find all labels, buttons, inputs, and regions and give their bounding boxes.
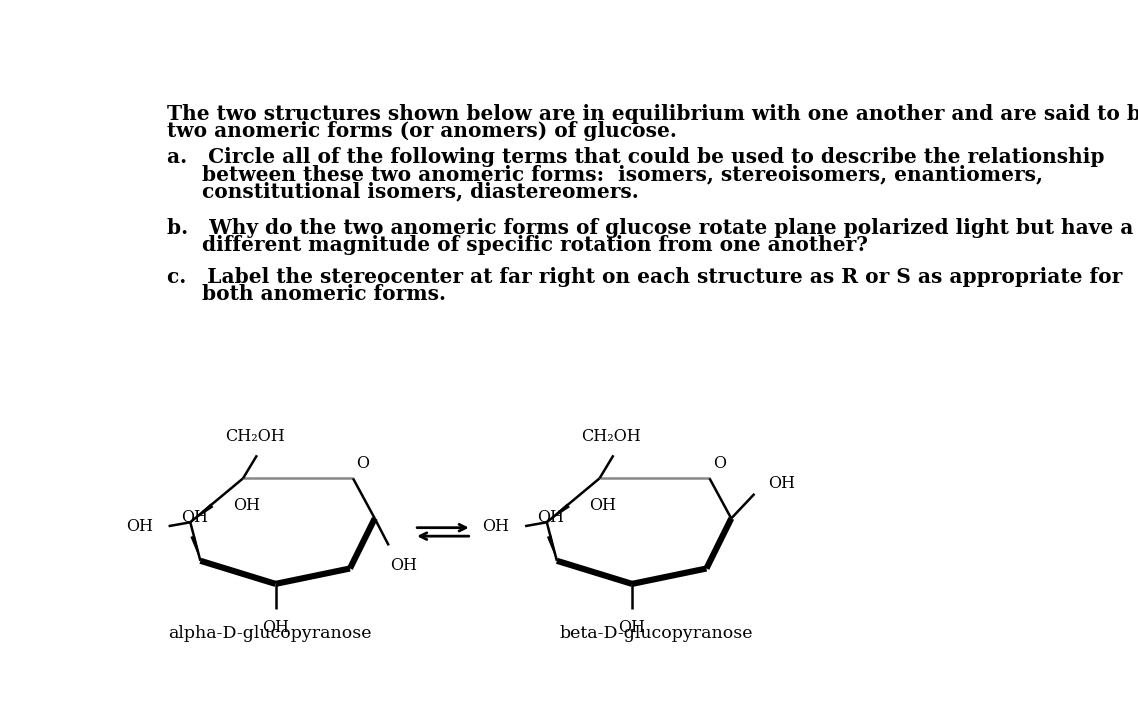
Polygon shape [190,536,200,561]
Polygon shape [556,558,633,587]
Text: The two structures shown below are in equilibrium with one another and are said : The two structures shown below are in eq… [167,104,1138,124]
Text: OH: OH [483,518,510,535]
Text: constitutional isomers, diastereomers.: constitutional isomers, diastereomers. [167,181,638,201]
Polygon shape [190,504,214,522]
Text: OH: OH [126,518,154,535]
Text: CH₂OH: CH₂OH [224,427,284,444]
Text: b.   Why do the two anomeric forms of glucose rotate plane polarized light but h: b. Why do the two anomeric forms of gluc… [167,218,1133,238]
Text: OH: OH [390,557,418,574]
Text: OH: OH [768,475,795,491]
Text: OH: OH [181,509,207,526]
Text: alpha-D-glucopyranose: alpha-D-glucopyranose [168,625,372,643]
Text: OH: OH [619,619,645,636]
Text: both anomeric forms.: both anomeric forms. [167,284,446,305]
Polygon shape [199,558,277,587]
Text: OH: OH [262,619,289,636]
Polygon shape [547,536,556,561]
Polygon shape [546,504,570,522]
Text: O: O [712,455,726,473]
Text: between these two anomeric forms:  isomers, stereoisomers, enantiomers,: between these two anomeric forms: isomer… [167,164,1044,184]
Polygon shape [275,566,351,587]
Text: c.   Label the stereocenter at far right on each structure as R or S as appropri: c. Label the stereocenter at far right o… [167,268,1122,287]
Text: OH: OH [589,497,617,514]
Text: beta-D-glucopyranose: beta-D-glucopyranose [559,625,753,643]
Polygon shape [347,517,378,570]
Polygon shape [632,566,707,587]
Text: OH: OH [537,509,564,526]
Text: CH₂OH: CH₂OH [582,427,641,444]
Text: OH: OH [233,497,259,514]
Text: different magnitude of specific rotation from one another?: different magnitude of specific rotation… [167,235,868,255]
Text: two anomeric forms (or anomers) of glucose.: two anomeric forms (or anomers) of gluco… [167,121,677,141]
Polygon shape [703,517,734,570]
Text: a.   Circle all of the following terms that could be used to describe the relati: a. Circle all of the following terms tha… [167,148,1105,167]
Text: O: O [356,455,369,473]
